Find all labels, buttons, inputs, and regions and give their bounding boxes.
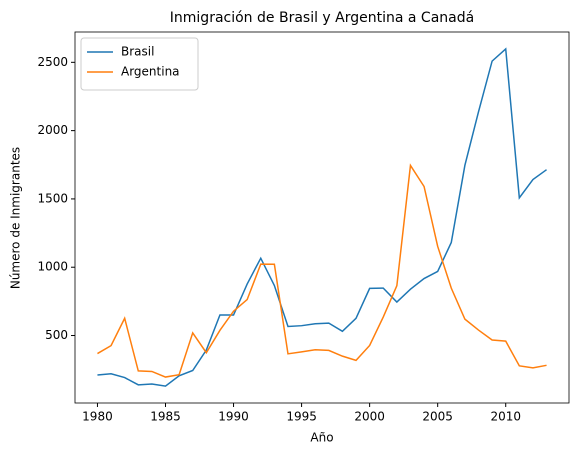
- y-tick-label: 2000: [37, 123, 68, 137]
- y-tick-label: 1000: [37, 260, 68, 274]
- x-tick-label: 2010: [490, 410, 521, 424]
- legend-box: [80, 37, 199, 91]
- x-tick-label: 1995: [286, 410, 317, 424]
- y-tick-label: 500: [45, 328, 68, 342]
- line-series: [97, 163, 547, 378]
- x-axis-label: Año: [310, 431, 333, 445]
- y-axis-label: Número de Inmigrantes: [9, 147, 23, 289]
- chart-title: Inmigración de Brasil y Argentina a Cana…: [170, 10, 474, 26]
- x-tick-label: 2005: [422, 410, 453, 424]
- x-tick-label: 2000: [354, 410, 385, 424]
- y-tick-label: 1500: [37, 191, 68, 205]
- x-tick-label: 1980: [82, 410, 113, 424]
- x-tick-label: 1985: [150, 410, 181, 424]
- legend-label: Argentina: [121, 65, 180, 79]
- x-tick-label: 1990: [218, 410, 249, 424]
- legend-label: Brasil: [121, 45, 154, 59]
- y-tick-label: 2500: [37, 55, 68, 69]
- axes-frame: [74, 31, 570, 404]
- line-series: [97, 47, 547, 387]
